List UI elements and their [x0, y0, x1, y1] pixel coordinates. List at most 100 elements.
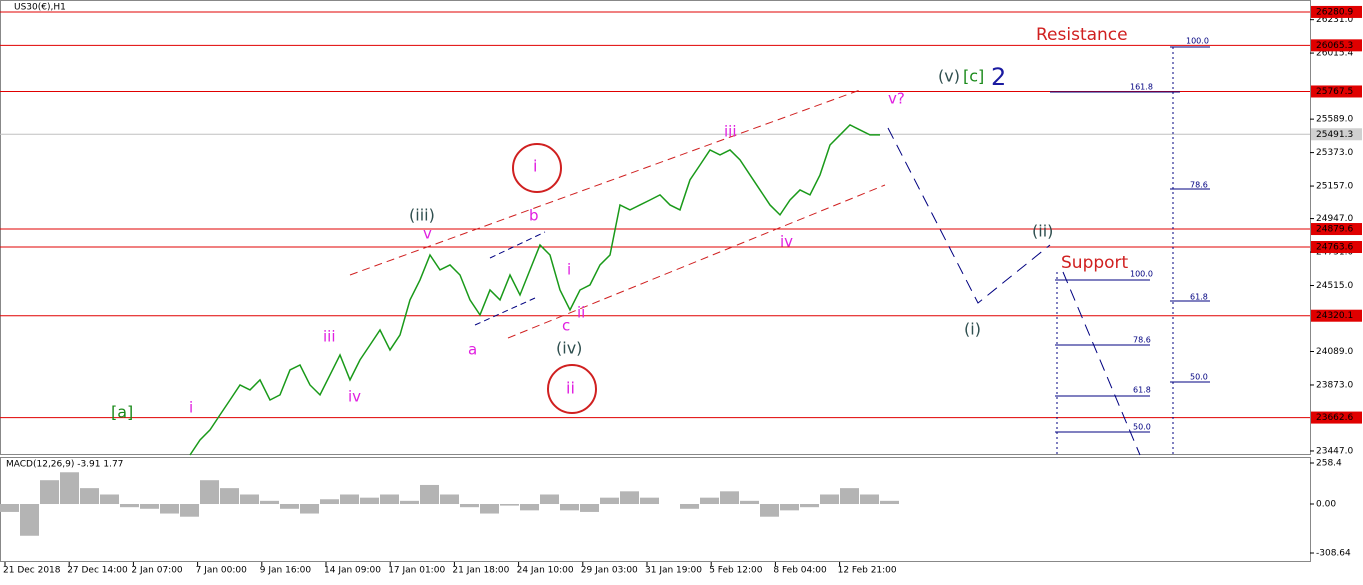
annotation: iv: [348, 388, 361, 406]
macd-bar: [500, 504, 519, 506]
x-tick-label: 27 Dec 14:00: [67, 566, 128, 576]
macd-bar: [520, 504, 539, 511]
fib-label: 100.0: [1186, 37, 1209, 46]
level-label: 24320.1: [1316, 311, 1353, 321]
projection: [1062, 271, 1141, 456]
macd-bar: [140, 504, 159, 509]
macd-bar: [860, 494, 879, 505]
overlay-lines: [349, 46, 1210, 456]
annotation: [c]: [963, 67, 984, 86]
x-tick-label: 12 Feb 21:00: [838, 566, 897, 576]
macd-bar: [40, 480, 59, 505]
plot-layers: 26231.0 26015.4 25589.0 25373.0 25157.0 24947…: [0, 5, 1362, 576]
annotation: Resistance: [1036, 25, 1128, 45]
annotation: b: [529, 207, 539, 225]
channel-line: [489, 231, 546, 259]
x-tick-label: 5 Feb 12:00: [709, 566, 763, 576]
macd-label: MACD(12,26,9) -3.91 1.77: [6, 460, 123, 470]
annotation: (iii): [409, 206, 435, 225]
macd-tick-label: 258.4: [1316, 459, 1342, 469]
annotation: (ii): [1032, 222, 1053, 241]
fib-label: 50.0: [1190, 373, 1208, 382]
annotation: 2: [991, 63, 1006, 91]
macd-bar: [360, 497, 379, 505]
annotation: v: [423, 225, 432, 243]
annotation: Support: [1061, 253, 1129, 273]
macd-bar: [620, 491, 639, 505]
macd-bar: [480, 504, 499, 514]
x-tick-label: 24 Jan 10:00: [517, 566, 574, 576]
macd-bar: [240, 494, 259, 505]
y-tick-label: 25157.0: [1316, 182, 1353, 192]
x-tick-label: 21 Jan 18:00: [452, 566, 509, 576]
macd-bar: [200, 480, 219, 505]
macd-bar: [560, 504, 579, 511]
macd-bar: [440, 494, 459, 505]
level-tag: [1311, 85, 1362, 98]
macd-bar: [280, 504, 299, 509]
annotation: v?: [888, 90, 905, 108]
macd-bar: [840, 488, 859, 505]
main-panel: [0, 0, 1311, 455]
macd-bar: [540, 494, 559, 505]
y-tick-label: 26231.0: [1316, 15, 1353, 25]
price-label: 25491.3: [1316, 130, 1353, 140]
macd-bar: [760, 504, 779, 517]
wave-circle: [547, 364, 597, 414]
price-series: [189, 123, 880, 456]
level-label: 24879.6: [1316, 225, 1353, 235]
annotation: ii: [566, 379, 575, 398]
x-tick-label: 29 Jan 03:00: [581, 566, 638, 576]
fib-label: 61.8: [1133, 386, 1151, 395]
macd-bar: [20, 504, 39, 536]
x-tick-label: 7 Jan 00:00: [196, 566, 248, 576]
annotation: iii: [724, 123, 737, 141]
annotations: Resistance Support (v) [c] 2 v? iii i b …: [111, 25, 1129, 422]
fib-label: 61.8: [1190, 293, 1208, 302]
macd-bar: [300, 504, 319, 514]
macd-bar: [700, 497, 719, 505]
x-tick-label: 8 Feb 04:00: [773, 566, 827, 576]
level-tag: [1311, 223, 1362, 236]
fib-label: 161.8: [1130, 83, 1153, 92]
level-label: 26065.3: [1316, 41, 1353, 51]
projection: [887, 127, 1051, 304]
macd-bar: [680, 504, 699, 509]
macd-bar: [820, 494, 839, 505]
annotation: a: [468, 341, 477, 359]
annotation: i: [533, 157, 537, 176]
macd-tick-label: 0.00: [1316, 500, 1336, 510]
macd-bar: [600, 497, 619, 505]
level-label: 23662.6: [1316, 413, 1353, 423]
macd-bar: [400, 500, 419, 505]
fib-lines: [1050, 46, 1210, 433]
channel-line: [474, 297, 536, 326]
y-tick-label: 24089.0: [1316, 347, 1353, 357]
annotation: (i): [964, 320, 981, 339]
macd-bar: [60, 472, 79, 505]
macd-bar: [100, 494, 119, 505]
macd-bar: [340, 494, 359, 505]
price-tag: [1311, 128, 1362, 141]
level-tag: [1311, 241, 1362, 254]
level-tag: [1311, 5, 1362, 18]
fib-label: 78.6: [1190, 181, 1208, 190]
y-tick-label: 23447.0: [1316, 446, 1353, 456]
level-tag: [1311, 39, 1362, 52]
macd-bar: [380, 494, 399, 505]
x-tick-label: 31 Jan 19:00: [645, 566, 702, 576]
fib-label: 100.0: [1130, 270, 1153, 279]
annotation: i: [567, 261, 571, 279]
macd-bar: [780, 504, 799, 511]
annotation: iii: [323, 328, 336, 346]
fib-label: 50.0: [1133, 423, 1151, 432]
annotation: ii: [577, 304, 585, 322]
wave-circle: [512, 143, 562, 193]
level-tag: [1311, 309, 1362, 322]
macd-bar: [720, 491, 739, 505]
macd-bar: [80, 488, 99, 505]
macd-bar: [160, 504, 179, 514]
annotation: iv: [780, 233, 793, 251]
annotation: i: [189, 399, 193, 417]
macd-bar: [260, 500, 279, 505]
